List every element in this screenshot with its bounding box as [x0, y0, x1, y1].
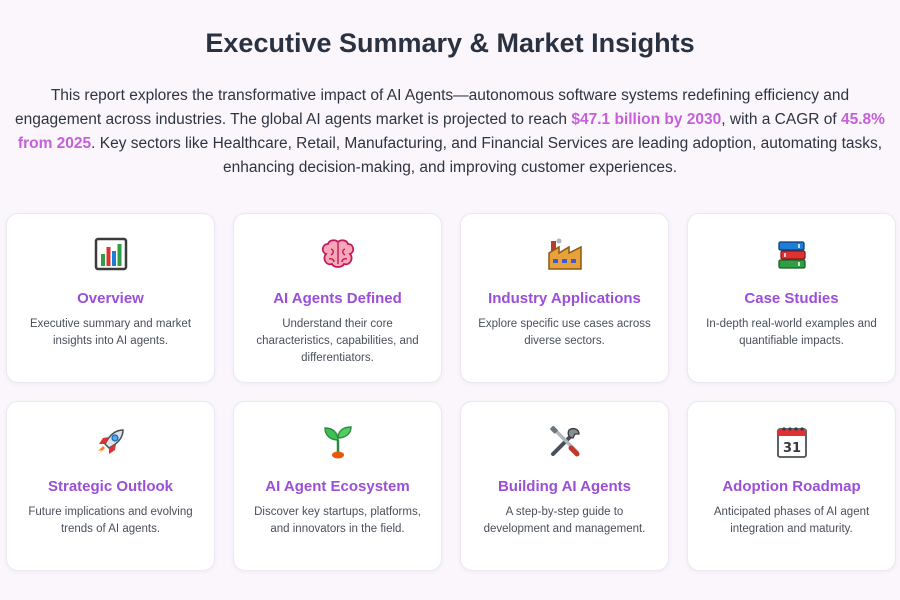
card-title: Overview [77, 290, 144, 307]
section-card-grid: Overview Executive summary and market in… [6, 213, 896, 571]
card-title: Building AI Agents [497, 478, 632, 495]
card-title: Adoption Roadmap [722, 478, 861, 495]
card-title: Strategic Outlook [47, 478, 174, 495]
calendar-icon: 31 [688, 424, 895, 460]
seedling-icon [234, 424, 441, 460]
card-description: Explore specific use cases across divers… [478, 318, 651, 347]
card-description: Executive summary and market insights in… [29, 318, 192, 347]
card-title: AI Agents Defined [273, 290, 402, 307]
card-description: A step-by-step guide to development and … [483, 506, 646, 535]
card-description: Anticipated phases of AI agent integrati… [713, 506, 870, 535]
card-description: Understand their core characteristics, c… [256, 318, 419, 364]
intro-text-1: This report explores the transformative … [15, 87, 850, 128]
card-ai-agent-ecosystem[interactable]: AI Agent Ecosystem Discover key startups… [233, 401, 442, 571]
brain-icon [234, 236, 441, 272]
card-description: Future implications and evolving trends … [28, 506, 193, 535]
tools-icon [461, 424, 668, 460]
rocket-icon [7, 424, 214, 460]
card-building-ai-agents[interactable]: Building AI Agents A step-by-step guide … [460, 401, 669, 571]
card-title: Case Studies [744, 290, 839, 307]
card-title: Industry Applications [488, 290, 641, 307]
card-case-studies[interactable]: Case Studies In-depth real-world example… [687, 213, 896, 383]
card-title: AI Agent Ecosystem [265, 478, 410, 495]
factory-icon [461, 236, 668, 272]
card-industry-applications[interactable]: Industry Applications Explore specific u… [460, 213, 669, 383]
card-overview[interactable]: Overview Executive summary and market in… [6, 213, 215, 383]
intro-text-2: , with a CAGR of [721, 111, 841, 128]
card-ai-agents-defined[interactable]: AI Agents Defined Understand their core … [233, 213, 442, 383]
cagr-highlight: 45.8% from 2025 [17, 111, 885, 152]
bar-chart-icon [7, 236, 214, 272]
calendar-day: 31 [782, 441, 800, 456]
card-adoption-roadmap[interactable]: 31 Adoption Roadmap Anticipated phases o… [687, 401, 896, 571]
card-description: In-depth real-world examples and quantif… [706, 318, 877, 347]
intro-text-3: . Key sectors like Healthcare, Retail, M… [91, 135, 883, 176]
card-strategic-outlook[interactable]: Strategic Outlook Future implications an… [6, 401, 215, 571]
page-title: Executive Summary & Market Insights [205, 28, 695, 58]
market-size-highlight: $47.1 billion by 2030 [571, 111, 722, 128]
card-description: Discover key startups, platforms, and in… [254, 506, 421, 535]
intro-paragraph: This report explores the transformative … [8, 84, 892, 180]
books-icon [688, 236, 895, 272]
